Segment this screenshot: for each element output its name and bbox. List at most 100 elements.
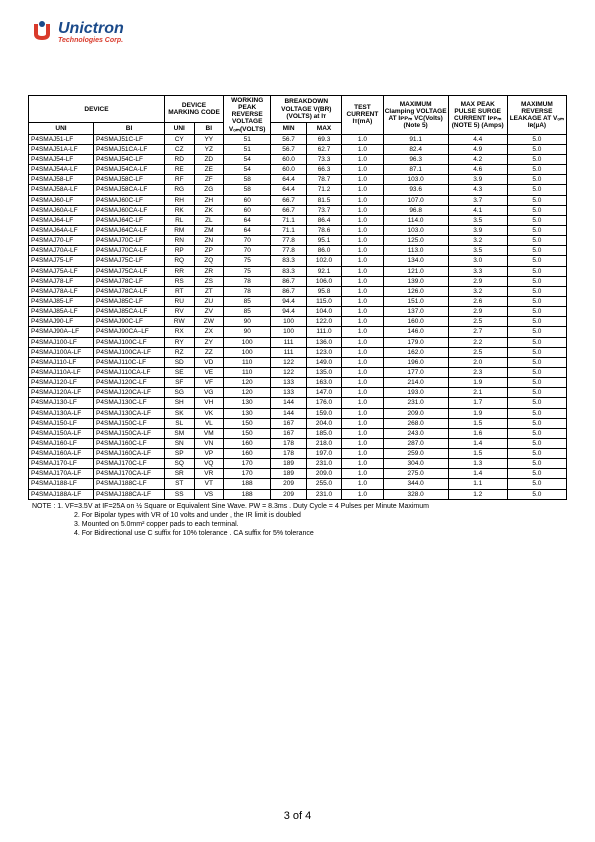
table-cell: 113.0 <box>383 246 448 256</box>
table-cell: 94.4 <box>271 296 306 306</box>
table-cell: ZR <box>194 266 224 276</box>
table-cell: P4SMAJ110A-LF <box>29 367 94 377</box>
table-cell: 204.0 <box>306 418 341 428</box>
table-cell: 1.0 <box>342 449 383 459</box>
table-row: P4SMAJ60-LFP4SMAJ60C-LFRHZH6066.781.51.0… <box>29 195 567 205</box>
table-cell: 147.0 <box>306 388 341 398</box>
table-cell: 170 <box>224 459 271 469</box>
table-cell: 178 <box>271 438 306 448</box>
hdr-uni1: UNI <box>29 123 94 134</box>
table-cell: RL <box>164 215 194 225</box>
table-cell: P4SMAJ54C-LF <box>94 154 165 164</box>
table-cell: P4SMAJ78A-LF <box>29 286 94 296</box>
table-cell: 106.0 <box>306 276 341 286</box>
table-cell: RN <box>164 236 194 246</box>
table-row: P4SMAJ130-LFP4SMAJ130C-LFSHVH130144176.0… <box>29 398 567 408</box>
table-cell: 5.0 <box>507 144 566 154</box>
table-cell: RU <box>164 296 194 306</box>
table-cell: RX <box>164 327 194 337</box>
table-cell: 93.6 <box>383 185 448 195</box>
hdr-breakdown: BREAKDOWN VOLTAGE V(BR) (VOLTS) at Iᴛ <box>271 96 342 123</box>
table-cell: 5.0 <box>507 195 566 205</box>
table-cell: P4SMAJ100CA-LF <box>94 347 165 357</box>
table-cell: 1.1 <box>448 479 507 489</box>
table-cell: ZE <box>194 165 224 175</box>
table-cell: 81.5 <box>306 195 341 205</box>
table-row: P4SMAJ60A-LFP4SMAJ60CA-LFRKZK6066.773.71… <box>29 205 567 215</box>
table-cell: 86.7 <box>271 276 306 286</box>
table-cell: ZT <box>194 286 224 296</box>
table-cell: 189 <box>271 469 306 479</box>
table-cell: 5.0 <box>507 428 566 438</box>
table-cell: 163.0 <box>306 378 341 388</box>
table-cell: 111.0 <box>306 327 341 337</box>
table-cell: 1.0 <box>342 438 383 448</box>
table-cell: 95.1 <box>306 236 341 246</box>
table-cell: 231.0 <box>383 398 448 408</box>
table-cell: 1.5 <box>448 418 507 428</box>
table-cell: SM <box>164 428 194 438</box>
table-cell: 125.0 <box>383 236 448 246</box>
table-cell: 71.2 <box>306 185 341 195</box>
table-cell: RF <box>164 175 194 185</box>
table-cell: P4SMAJ90CA–LF <box>94 327 165 337</box>
table-cell: RW <box>164 317 194 327</box>
table-row: P4SMAJ58-LFP4SMAJ58C-LFRFZF5864.478.71.0… <box>29 175 567 185</box>
table-cell: SE <box>164 367 194 377</box>
table-cell: 1.0 <box>342 459 383 469</box>
table-cell: 5.0 <box>507 378 566 388</box>
table-cell: 85 <box>224 307 271 317</box>
table-cell: 2.6 <box>448 296 507 306</box>
table-cell: ZH <box>194 195 224 205</box>
table-cell: 146.0 <box>383 327 448 337</box>
table-row: P4SMAJ78A-LFP4SMAJ78CA-LFRTZT7886.795.81… <box>29 286 567 296</box>
table-cell: P4SMAJ78CA-LF <box>94 286 165 296</box>
table-row: P4SMAJ100-LFP4SMAJ100C-LFRYZY100111136.0… <box>29 337 567 347</box>
table-row: P4SMAJ188-LFP4SMAJ188C-LFSTVT188209255.0… <box>29 479 567 489</box>
table-cell: ST <box>164 479 194 489</box>
table-cell: 162.0 <box>383 347 448 357</box>
table-cell: 51 <box>224 144 271 154</box>
table-cell: 5.0 <box>507 317 566 327</box>
table-cell: P4SMAJ75A-LF <box>29 266 94 276</box>
table-cell: 5.0 <box>507 236 566 246</box>
table-cell: 87.1 <box>383 165 448 175</box>
table-cell: 133 <box>271 388 306 398</box>
table-cell: 5.0 <box>507 215 566 225</box>
table-cell: 62.7 <box>306 144 341 154</box>
table-cell: P4SMAJ64A-LF <box>29 225 94 235</box>
table-cell: RG <box>164 185 194 195</box>
table-cell: 1.0 <box>342 367 383 377</box>
table-cell: SL <box>164 418 194 428</box>
hdr-device: DEVICE <box>29 96 165 123</box>
table-cell: ZP <box>194 246 224 256</box>
table-cell: SF <box>164 378 194 388</box>
table-cell: P4SMAJ160-LF <box>29 438 94 448</box>
table-cell: VL <box>194 418 224 428</box>
table-cell: 3.9 <box>448 225 507 235</box>
table-cell: 5.0 <box>507 266 566 276</box>
table-cell: 214.0 <box>383 378 448 388</box>
table-cell: 2.3 <box>448 367 507 377</box>
table-cell: 126.0 <box>383 286 448 296</box>
table-cell: RV <box>164 307 194 317</box>
table-cell: ZQ <box>194 256 224 266</box>
table-cell: 1.0 <box>342 418 383 428</box>
table-cell: 193.0 <box>383 388 448 398</box>
table-cell: 185.0 <box>306 428 341 438</box>
table-cell: 160 <box>224 438 271 448</box>
table-cell: 100 <box>271 317 306 327</box>
table-cell: 5.0 <box>507 347 566 357</box>
table-cell: P4SMAJ51A-LF <box>29 144 94 154</box>
table-row: P4SMAJ75A-LFP4SMAJ75CA-LFRRZR7583.392.11… <box>29 266 567 276</box>
table-cell: VD <box>194 357 224 367</box>
table-cell: 120 <box>224 388 271 398</box>
notes: NOTE : 1. VF=3.5V at IF=25A on ½ Square … <box>28 502 567 538</box>
table-cell: RZ <box>164 347 194 357</box>
table-cell: ZX <box>194 327 224 337</box>
table-cell: P4SMAJ170CA-LF <box>94 469 165 479</box>
table-cell: 139.0 <box>383 276 448 286</box>
table-cell: 100 <box>224 337 271 347</box>
table-cell: P4SMAJ130A-LF <box>29 408 94 418</box>
table-cell: 92.1 <box>306 266 341 276</box>
